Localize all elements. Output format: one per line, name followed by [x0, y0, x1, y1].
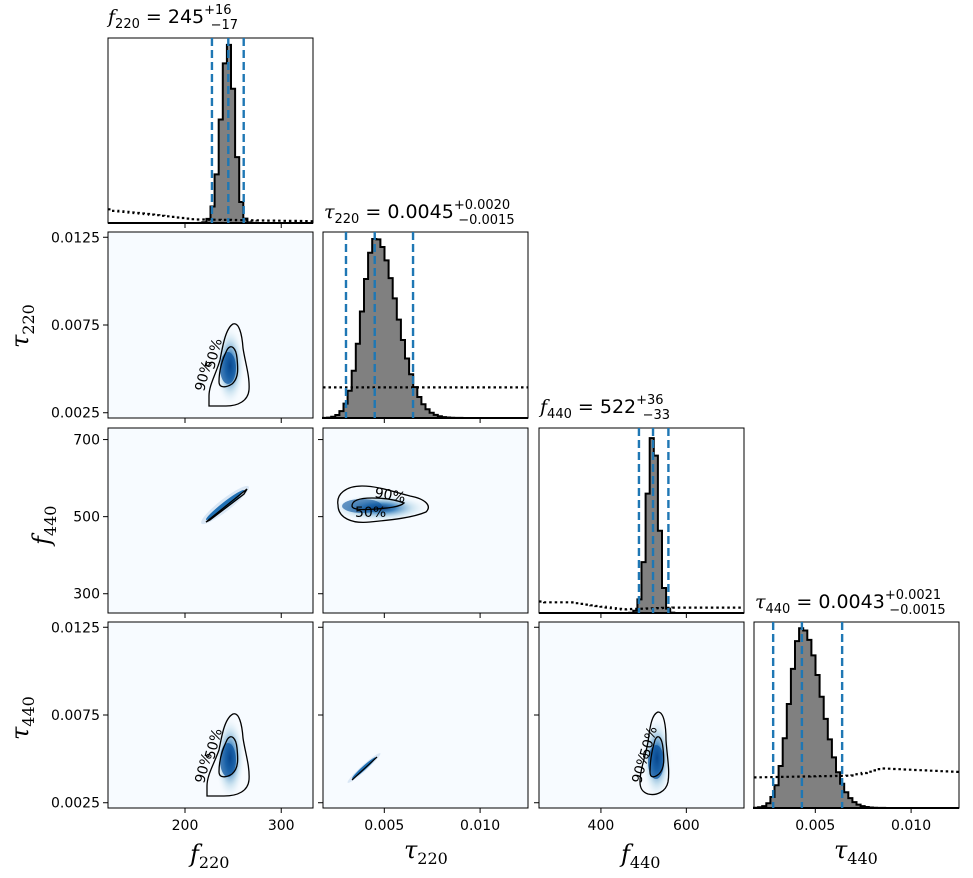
panel-f220-f440 [107, 427, 314, 614]
xlabel-f220: f220 [188, 840, 229, 872]
contour-label-90: 90% [192, 751, 216, 785]
marginal-f440 [538, 427, 745, 614]
xlabel-tau220: τ220 [404, 836, 448, 868]
contour-50 [351, 497, 406, 511]
histogram-f220 [108, 43, 313, 224]
ylabel-tau440: τ440 [6, 696, 38, 740]
xtick-label-f220: 200 [172, 818, 199, 834]
ytick-label-tau440: 0.0025 [51, 796, 100, 812]
prior-tau440-line [754, 767, 959, 779]
panel-tau220-tau440 [322, 621, 529, 809]
ytick-label-tau440: 0.0125 [51, 620, 100, 636]
histogram-tau440 [753, 627, 959, 809]
marginal-f220 [107, 37, 314, 224]
prior-f440-line [539, 600, 744, 611]
panel-f220-tau440: 90% 50% [107, 621, 314, 809]
ytick-label-f440: 500 [73, 510, 100, 526]
contour-label-50: 50% [637, 725, 661, 759]
contour-label-50: 50% [355, 505, 386, 521]
prior-tau440 [754, 767, 959, 779]
contour-label-90: 90% [629, 751, 653, 785]
contour-label-90: 90% [192, 359, 216, 393]
title-f440: f440 = 522+36 −33 [538, 393, 670, 423]
histogram-tau440-bars [753, 627, 959, 809]
panel-f440-tau440: 90% 50% [538, 621, 745, 809]
title-tau440: τ440 = 0.0043+0.0021 −0.0015 [755, 588, 946, 618]
xtick-label-tau440: 0.010 [891, 818, 931, 834]
contour-label-90: 90% [373, 485, 406, 506]
panel-tau220-f440: 90% 50% [322, 427, 529, 614]
title-f220: f220 = 245+16 −17 [106, 3, 238, 33]
xtick-label-f220: 300 [268, 818, 295, 834]
contour-50 [649, 736, 665, 778]
contour-label-50: 50% [202, 727, 226, 761]
ylabel-f440: f440 [28, 506, 60, 547]
quantiles-f220 [210, 38, 245, 223]
histogram-f220-bars [108, 43, 313, 224]
histogram-f440-bars [539, 437, 744, 614]
panel-f220-tau220: 90% 50% [107, 231, 314, 419]
xtick-label-tau440: 0.005 [795, 818, 835, 834]
histogram-f440 [539, 437, 744, 614]
ytick-label-tau440: 0.0075 [51, 708, 100, 724]
xtick-label-tau220: 0.005 [364, 818, 404, 834]
xlabel-tau440: τ440 [834, 836, 878, 868]
quantiles-tau440 [771, 622, 844, 808]
quantiles-tau220 [344, 232, 415, 418]
marginal-tau220 [322, 231, 529, 419]
contour-50 [218, 346, 239, 388]
contour-label-50: 50% [202, 337, 226, 371]
ticks: 200 300 0.005 0.010 400 600 0.005 0.010 0.0125 0.… [51, 223, 931, 834]
prior-f440 [539, 600, 744, 611]
contour-90 [351, 756, 378, 781]
ytick-label-tau220: 0.0125 [51, 230, 100, 246]
contour-90 [337, 485, 429, 524]
xtick-label-tau220: 0.010 [460, 818, 500, 834]
title-tau220: τ220 = 0.0045+0.0020 −0.0015 [324, 198, 515, 228]
ylabel-tau220: τ220 [6, 304, 38, 348]
ytick-label-f440: 700 [73, 433, 100, 449]
xtick-label-f440: 600 [673, 818, 700, 834]
ytick-label-tau220: 0.0075 [51, 318, 100, 334]
contour-50 [218, 736, 239, 778]
ytick-label-f440: 300 [73, 587, 100, 603]
marginal-tau440 [753, 621, 960, 809]
contour-90 [205, 488, 248, 523]
quantiles-f440 [637, 428, 670, 613]
xtick-label-f440: 400 [588, 818, 615, 834]
contour-90 [639, 711, 670, 796]
contour-90 [208, 323, 250, 407]
ytick-label-tau220: 0.0025 [51, 406, 100, 422]
xlabel-f440: f440 [619, 840, 660, 872]
contour-90 [206, 713, 250, 797]
